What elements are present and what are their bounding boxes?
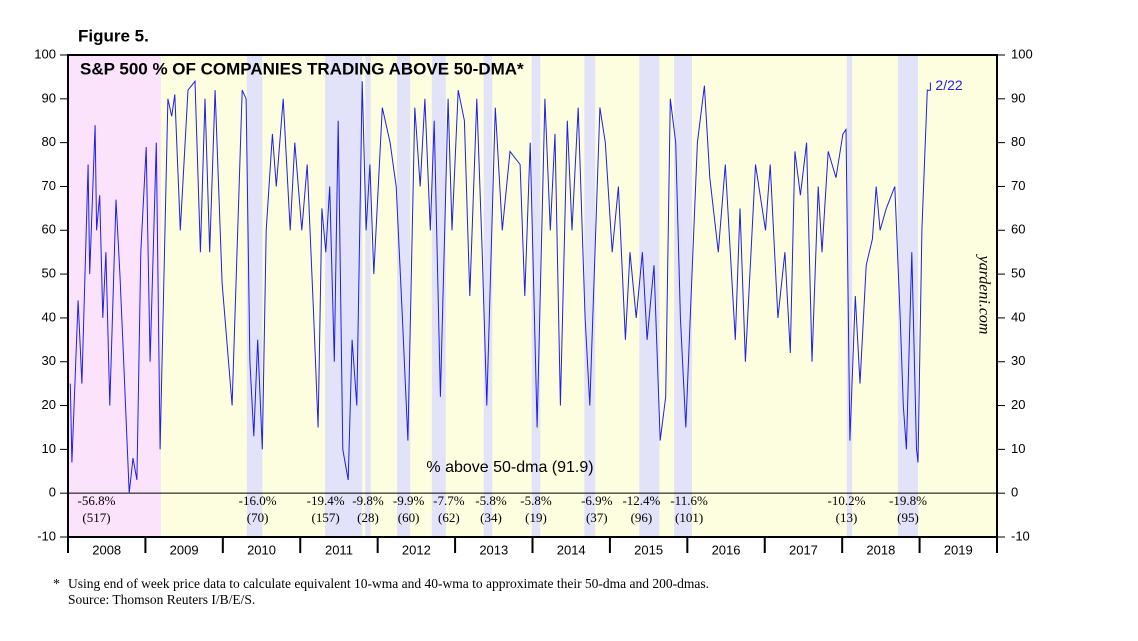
footnote-mark: * [53, 577, 60, 592]
source: Source: Thomson Reuters I/B/E/S. [68, 592, 255, 607]
correction-pct: -12.4% [622, 493, 660, 508]
year-label: 2008 [92, 542, 121, 557]
correction-band [325, 55, 363, 537]
y-tick-label-right: 100 [1011, 46, 1033, 61]
correction-pct: -5.8% [475, 493, 507, 508]
correction-pct: -16.0% [239, 493, 277, 508]
correction-pct: -6.9% [581, 493, 613, 508]
year-label: 2019 [944, 542, 973, 557]
bear-band [68, 55, 161, 537]
correction-days: (95) [897, 510, 919, 525]
correction-days: (13) [836, 510, 858, 525]
correction-pct: -19.4% [307, 493, 345, 508]
chart-title: S&P 500 % OF COMPANIES TRADING ABOVE 50-… [80, 59, 524, 78]
correction-pct: -10.2% [828, 493, 866, 508]
y-tick-label-left: 50 [42, 266, 56, 281]
year-label: 2011 [325, 542, 353, 557]
y-tick-label-right: 90 [1011, 90, 1025, 105]
correction-days: (101) [675, 510, 703, 525]
correction-band [584, 55, 596, 537]
correction-band [639, 55, 660, 537]
correction-pct: -56.8% [77, 493, 115, 508]
correction-pct: -7.7% [433, 493, 465, 508]
y-tick-label-right: -10 [1011, 528, 1030, 543]
year-label: 2018 [866, 542, 895, 557]
correction-pct: -11.6% [670, 493, 708, 508]
year-label: 2017 [789, 542, 818, 557]
correction-days: (19) [525, 510, 547, 525]
year-label: 2016 [712, 542, 741, 557]
correction-band [846, 55, 853, 537]
correction-band [674, 55, 692, 537]
year-label: 2010 [247, 542, 276, 557]
y-tick-label-left: 30 [42, 353, 56, 368]
correction-days: (28) [357, 510, 379, 525]
correction-days: (37) [586, 510, 608, 525]
correction-days: (96) [631, 510, 653, 525]
watermark: yardeni.com [975, 254, 992, 335]
y-tick-label-left: 80 [42, 134, 56, 149]
year-label: 2015 [634, 542, 663, 557]
y-tick-label-right: 30 [1011, 353, 1025, 368]
correction-days: (34) [480, 510, 502, 525]
series-line [69, 79, 931, 494]
y-tick-label-left: 60 [42, 222, 56, 237]
y-tick-label-left: 20 [42, 397, 56, 412]
correction-band [246, 55, 263, 537]
correction-pct: -19.8% [889, 493, 927, 508]
correction-pct: -9.8% [352, 493, 384, 508]
correction-band [483, 55, 493, 537]
footnote: Using end of week price data to calculat… [68, 576, 709, 591]
year-label: 2009 [170, 542, 199, 557]
year-label: 2013 [479, 542, 508, 557]
y-tick-label-right: 10 [1011, 441, 1025, 456]
correction-days: (62) [438, 510, 460, 525]
correction-band [397, 55, 411, 537]
correction-days: (157) [312, 510, 340, 525]
correction-band [897, 55, 919, 537]
y-tick-label-left: 90 [42, 90, 56, 105]
y-tick-label-right: 40 [1011, 309, 1025, 324]
correction-pct: -9.9% [393, 493, 425, 508]
correction-days: (517) [82, 510, 110, 525]
y-tick-label-left: -10 [37, 528, 56, 543]
y-tick-label-left: 0 [49, 485, 56, 500]
year-label: 2012 [402, 542, 431, 557]
y-tick-label-right: 20 [1011, 397, 1025, 412]
y-tick-label-right: 0 [1011, 485, 1018, 500]
y-tick-label-right: 60 [1011, 222, 1025, 237]
correction-band [365, 55, 371, 537]
correction-pct: -5.8% [520, 493, 552, 508]
correction-days: (60) [398, 510, 420, 525]
year-label: 2014 [557, 542, 586, 557]
correction-days: (70) [247, 510, 269, 525]
annotation: % above 50-dma (91.9) [426, 459, 593, 476]
y-tick-label-left: 10 [42, 441, 56, 456]
y-tick-label-right: 50 [1011, 266, 1025, 281]
last-date-label: 2/22 [935, 77, 962, 93]
correction-band [531, 55, 541, 537]
y-tick-label-right: 80 [1011, 134, 1025, 149]
y-tick-label-left: 40 [42, 309, 56, 324]
y-tick-label-right: 70 [1011, 178, 1025, 193]
y-tick-label-left: 100 [34, 46, 56, 61]
y-tick-label-left: 70 [42, 178, 56, 193]
figure-label: Figure 5. [78, 26, 149, 45]
